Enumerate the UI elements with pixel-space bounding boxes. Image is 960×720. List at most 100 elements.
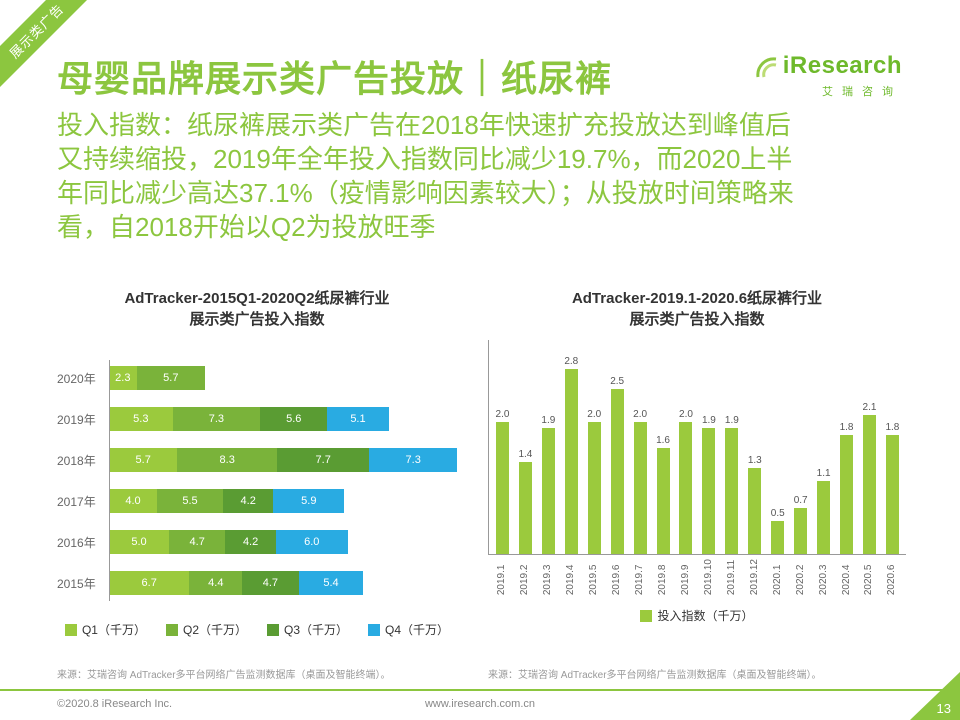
bar-segment: 4.0 [109, 489, 157, 513]
bar-value-label: 1.8 [839, 422, 854, 434]
summary-line: 看，自2018开始以Q2为投放旺季 [57, 212, 436, 242]
bar-column: 2.8 [560, 356, 583, 554]
x-axis-label: 2019.5 [588, 564, 600, 596]
bar-value-label: 1.4 [518, 448, 533, 460]
stacked-bar: 2.3 5.7 [109, 366, 457, 390]
legend-label: 投入指数（千万） [657, 609, 754, 624]
iresearch-logo-icon [756, 57, 777, 78]
x-axis-label: 2020.6 [886, 564, 898, 596]
bar-column: 1.6 [652, 435, 675, 554]
right-chart-title: AdTracker-2019.1-2020.6纸尿裤行业 展示类广告投入指数 [488, 288, 906, 330]
bar [862, 415, 876, 554]
x-axis-label: 2019.10 [702, 559, 714, 596]
stacked-chart-plot: 2020年 2.3 5.7 2019年 5.3 7.3 5.6 5.1 2018年 5.7 8.3 7… [57, 360, 457, 601]
iresearch-logo: iResearch 艾瑞咨询 [755, 52, 902, 99]
x-axis-label: 2019.1 [496, 564, 508, 596]
bar-segment: 5.7 [136, 366, 205, 390]
bar-segment: 7.3 [369, 448, 457, 472]
year-label: 2019年 [57, 412, 96, 427]
x-axis-label: 2020.5 [863, 564, 875, 596]
year-label: 2018年 [57, 453, 96, 468]
bar-value-label: 2.0 [587, 408, 602, 420]
bar-value-label: 2.8 [564, 356, 579, 367]
bar [518, 461, 532, 554]
left-chart-title: AdTracker-2015Q1-2020Q2纸尿裤行业 展示类广告投入指数 [57, 288, 457, 330]
x-axis-label: 2019.4 [565, 564, 577, 596]
bar-segment: 5.6 [260, 407, 328, 431]
bar-column: 1.8 [881, 422, 904, 554]
footer-url: www.iresearch.com.cn [424, 698, 536, 710]
bar-value-label: 2.5 [610, 375, 625, 387]
bar-value-label: 1.8 [885, 422, 900, 434]
legend-label: Q1（千万） [81, 623, 146, 637]
legend-swatch [368, 623, 381, 636]
x-axis-label: 2019.8 [657, 564, 669, 596]
summary-line: 又持续缩投，2019年全年投入指数同比减少19.7%，而2020上半 [57, 144, 793, 174]
legend-label: Q4（千万） [385, 623, 450, 637]
y-axis-line [109, 360, 110, 601]
chart-row: 2016年 5.0 4.7 4.2 6.0 [57, 530, 457, 554]
stacked-bar: 4.0 5.5 4.2 5.9 [109, 489, 457, 513]
bar-value-label: 0.7 [793, 494, 808, 506]
page-title: 母婴品牌展示类广告投放｜纸尿裤 [57, 58, 613, 99]
bar-value-label: 1.9 [724, 415, 739, 427]
x-axis-label: 2019.2 [519, 564, 531, 596]
bar-column: 2.0 [629, 409, 652, 554]
bar-segment: 5.1 [327, 407, 389, 431]
bar-segment: 4.2 [225, 530, 276, 554]
bar-segment: 7.3 [172, 407, 261, 431]
monthly-chart-plot: 2.0 1.4 1.9 2.8 2.0 2.5 2.0 1.6 2.0 1.9 1.9 1.3 0.5 0… [488, 340, 906, 555]
bar-column: 1.9 [697, 415, 720, 554]
bar [817, 481, 831, 554]
bar-value-label: 1.9 [701, 415, 716, 427]
x-axis-label: 2020.4 [840, 564, 852, 596]
bar-segment: 2.3 [109, 366, 137, 390]
bar-segment: 5.5 [157, 489, 223, 513]
bar-value-label: 2.0 [633, 408, 648, 420]
source-note-right: 来源：艾瑞咨询 AdTracker多平台网络广告监测数据库（桌面及智能终端）。 [488, 670, 822, 681]
bar-value-label: 1.6 [656, 435, 670, 447]
monthly-bar-chart: AdTracker-2019.1-2020.6纸尿裤行业 展示类广告投入指数 2… [488, 288, 906, 624]
bar [587, 421, 601, 554]
bar-value-label: 2.0 [495, 408, 510, 420]
year-label: 2015年 [57, 576, 96, 591]
bar [794, 507, 808, 554]
right-chart-title-line1: AdTracker-2019.1-2020.6纸尿裤行业 [571, 290, 823, 307]
bar-segment: 8.3 [177, 448, 277, 472]
bar [702, 428, 716, 554]
bar-column: 2.1 [858, 402, 881, 554]
bar-value-label: 1.3 [747, 455, 762, 467]
bar [771, 520, 785, 554]
bar [748, 468, 762, 554]
monthly-chart-legend: 投入指数（千万） [488, 607, 906, 624]
bar-segment: 4.7 [169, 530, 226, 554]
year-label: 2020年 [57, 371, 96, 386]
bar-segment: 6.7 [109, 571, 190, 595]
monthly-chart-cols: 2.0 1.4 1.9 2.8 2.0 2.5 2.0 1.6 2.0 1.9 1.9 1.3 0.5 0… [489, 340, 906, 554]
x-axis-label: 2019.7 [634, 564, 646, 596]
bar [610, 388, 624, 554]
x-axis-label: 2020.2 [794, 564, 806, 596]
stacked-bar: 6.7 4.4 4.7 5.4 [109, 571, 457, 595]
bar-column: 2.0 [491, 409, 514, 554]
left-chart-title-line1: AdTracker-2015Q1-2020Q2纸尿裤行业 [124, 290, 390, 307]
bar-column: 0.7 [789, 495, 812, 554]
bar-column: 1.1 [812, 468, 835, 554]
footer-copyright: ©2020.8 iResearch Inc. [57, 698, 173, 710]
chart-row: 2015年 6.7 4.4 4.7 5.4 [57, 571, 457, 595]
source-note-left: 来源：艾瑞咨询 AdTracker多平台网络广告监测数据库（桌面及智能终端）。 [57, 670, 391, 681]
summary-line: 投入指数：纸尿裤展示类广告在2018年快速扩充投放达到峰值后 [57, 110, 791, 140]
chart-row: 2018年 5.7 8.3 7.7 7.3 [57, 448, 457, 472]
monthly-legend-swatch [640, 609, 653, 622]
bar-segment: 4.2 [223, 489, 274, 513]
bar-column: 1.4 [514, 448, 537, 554]
legend-label: Q3（千万） [284, 623, 349, 637]
page-number: 13 [936, 701, 951, 716]
bar [633, 421, 647, 554]
chart-row: 2020年 2.3 5.7 [57, 366, 457, 390]
summary-line: 年同比减少高达37.1%（疫情影响因素较大）；从投放时间策略来 [57, 178, 794, 208]
bar [656, 448, 670, 554]
logo-subtitle: 艾瑞咨询 [822, 86, 902, 98]
legend-item: Q4（千万） [368, 621, 449, 638]
bar-column: 2.0 [583, 409, 606, 554]
